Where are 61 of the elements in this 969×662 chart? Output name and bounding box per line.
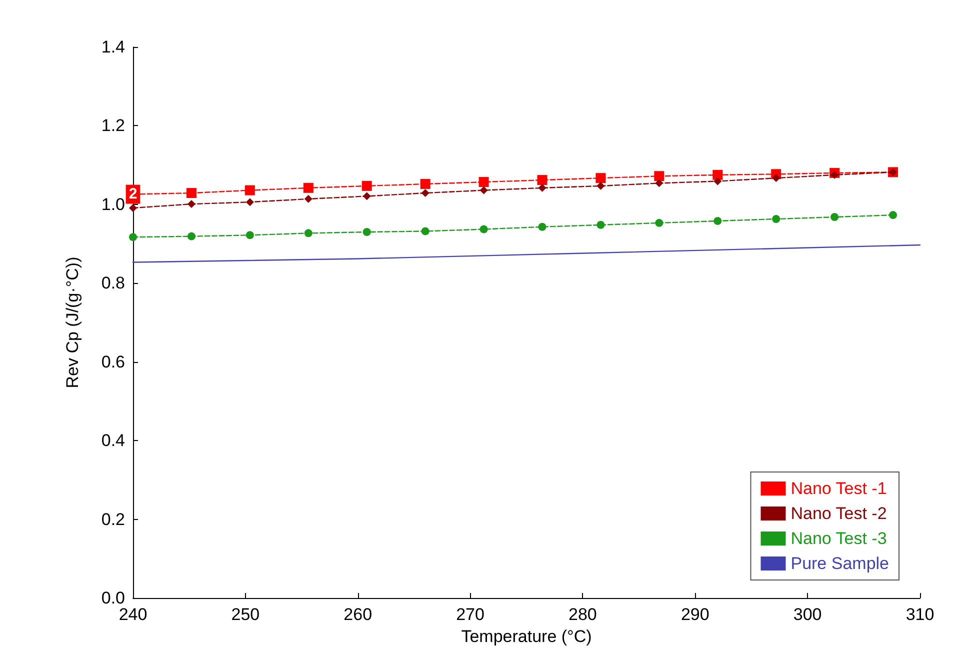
point — [596, 220, 605, 229]
x-tick-label: 300 — [793, 605, 822, 624]
point — [655, 179, 664, 188]
legend-label: Pure Sample — [790, 554, 890, 573]
point — [246, 231, 254, 240]
point — [772, 174, 780, 182]
point — [244, 185, 255, 196]
y-tick-label: 1.0 — [101, 194, 125, 214]
legend-label: Nano Test -2 — [790, 504, 887, 523]
point — [830, 213, 839, 222]
point — [714, 177, 722, 186]
y-tick-label: 0.6 — [101, 352, 125, 372]
point — [596, 173, 606, 184]
point — [362, 180, 372, 191]
point — [830, 170, 839, 179]
point — [129, 204, 137, 212]
point — [304, 229, 312, 238]
point — [889, 211, 898, 220]
point — [478, 176, 489, 187]
line-series — [132, 244, 921, 263]
point — [420, 178, 430, 189]
point — [304, 194, 312, 203]
y-tick-label: 0.0 — [101, 588, 125, 608]
x-tick-label: 260 — [344, 605, 372, 624]
point — [772, 214, 780, 223]
y-tick-label: 0.2 — [101, 510, 125, 529]
x-tick-label: 280 — [568, 605, 597, 624]
point — [129, 233, 137, 242]
point — [421, 227, 430, 236]
point — [186, 188, 196, 198]
legend-label: Nano Test -3 — [790, 529, 887, 548]
y-tick-label: 1.2 — [101, 116, 125, 136]
annotation: 2 — [128, 186, 138, 203]
x-tick-label: 290 — [680, 605, 710, 624]
legend-label: Nano Test -1 — [790, 479, 887, 498]
point — [362, 192, 371, 200]
point — [654, 171, 664, 182]
x-axis-title: Temperature (°C) — [461, 627, 592, 646]
y-tick-label: 0.4 — [101, 431, 125, 450]
point — [596, 182, 605, 190]
point — [538, 184, 546, 192]
point — [187, 200, 196, 208]
point — [246, 198, 254, 206]
point — [712, 170, 723, 180]
x-tick-label: 310 — [906, 605, 934, 624]
point — [714, 216, 722, 225]
point — [537, 175, 548, 186]
point — [362, 228, 371, 236]
point — [538, 222, 546, 231]
x-tick-label: 250 — [231, 605, 260, 624]
point — [187, 232, 196, 240]
point — [480, 186, 488, 194]
point — [303, 182, 314, 193]
y-axis-title: Rev Cp (J/(g·°C)) — [63, 256, 82, 388]
y-tick-label: 1.4 — [101, 38, 125, 56]
x-tick-label: 240 — [118, 605, 148, 624]
y-tick-label: 0.8 — [101, 274, 125, 293]
point — [421, 189, 430, 198]
point — [480, 225, 488, 234]
x-tick-label: 270 — [456, 605, 484, 624]
point — [655, 218, 664, 227]
